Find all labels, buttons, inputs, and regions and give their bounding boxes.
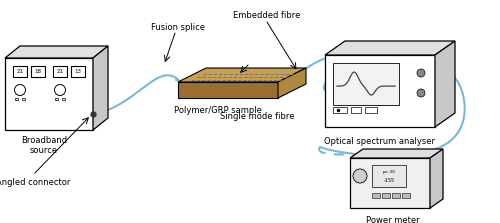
Text: -155: -155 xyxy=(384,178,394,182)
Text: 13: 13 xyxy=(74,69,82,74)
Bar xyxy=(62,98,65,100)
Polygon shape xyxy=(350,149,443,158)
Circle shape xyxy=(14,85,26,95)
Polygon shape xyxy=(350,158,430,208)
Polygon shape xyxy=(435,41,455,127)
Polygon shape xyxy=(5,46,108,58)
Text: Power meter: Power meter xyxy=(366,216,420,223)
Polygon shape xyxy=(325,55,435,127)
Polygon shape xyxy=(382,193,390,198)
Text: 21: 21 xyxy=(16,69,24,74)
Text: Broadband
source: Broadband source xyxy=(21,136,67,155)
Polygon shape xyxy=(325,41,455,55)
Polygon shape xyxy=(351,107,361,113)
Polygon shape xyxy=(31,66,45,77)
Circle shape xyxy=(54,85,66,95)
Polygon shape xyxy=(178,68,306,82)
Polygon shape xyxy=(365,107,377,113)
Bar xyxy=(15,98,18,100)
Polygon shape xyxy=(13,66,27,77)
Text: Polymer/GRP sample: Polymer/GRP sample xyxy=(174,106,262,115)
Polygon shape xyxy=(53,66,67,77)
Polygon shape xyxy=(333,63,399,105)
Polygon shape xyxy=(178,82,278,98)
Polygon shape xyxy=(93,46,108,130)
Bar xyxy=(22,98,25,100)
Polygon shape xyxy=(402,193,410,198)
Text: Single mode fibre: Single mode fibre xyxy=(220,112,294,121)
Polygon shape xyxy=(333,107,347,113)
Bar xyxy=(55,98,58,100)
Polygon shape xyxy=(71,66,85,77)
Text: Optical spectrum analyser: Optical spectrum analyser xyxy=(324,137,436,146)
Text: 21: 21 xyxy=(56,69,64,74)
Circle shape xyxy=(417,89,425,97)
Text: 18: 18 xyxy=(34,69,42,74)
Circle shape xyxy=(417,69,425,77)
Circle shape xyxy=(353,169,367,183)
Text: Angled connector: Angled connector xyxy=(0,178,70,187)
Polygon shape xyxy=(392,193,400,198)
Polygon shape xyxy=(430,149,443,208)
Text: Fusion splice: Fusion splice xyxy=(151,23,205,32)
Polygon shape xyxy=(278,68,306,98)
Polygon shape xyxy=(372,193,380,198)
Text: p=-30: p=-30 xyxy=(382,170,396,174)
Polygon shape xyxy=(372,165,406,187)
Polygon shape xyxy=(5,58,93,130)
Text: Embedded fibre: Embedded fibre xyxy=(234,11,300,20)
